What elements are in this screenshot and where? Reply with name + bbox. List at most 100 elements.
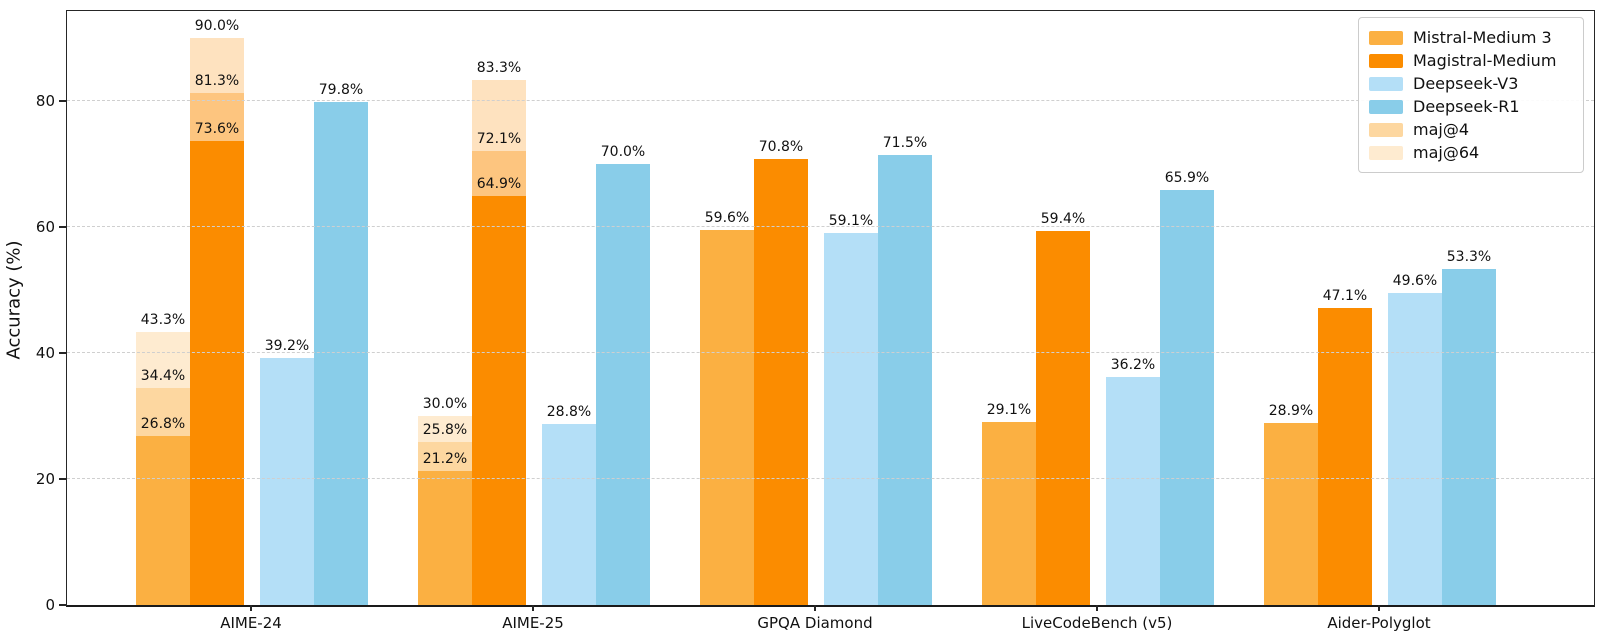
value-label-Deepseek-R1-LiveCodeBench (v5): 65.9% bbox=[1164, 169, 1210, 186]
value-label-Magistral-Medium-AIME-24: 73.6% bbox=[194, 121, 240, 138]
value-label-Mistral-Medium 3-GPQA Diamond: 59.6% bbox=[704, 209, 750, 226]
x-tick-3 bbox=[1096, 605, 1098, 611]
legend-label: Mistral-Medium 3 bbox=[1413, 28, 1552, 47]
y-axis-title: Accuracy (%) bbox=[3, 240, 25, 360]
value-label-Deepseek-R1-Aider-Polyglot: 53.3% bbox=[1446, 249, 1492, 266]
x-tick-label-1: AIME-25 bbox=[502, 614, 564, 632]
bar-Magistral-Medium-Aider-Polyglot bbox=[1318, 308, 1372, 605]
bar-Magistral-Medium-AIME-25 bbox=[472, 196, 526, 605]
bar-maj4-Mistral-Medium 3-AIME-25 bbox=[418, 442, 472, 472]
y-tick-80 bbox=[59, 100, 67, 102]
legend-item-5: maj@64 bbox=[1369, 141, 1573, 164]
legend-label: Magistral-Medium bbox=[1413, 51, 1557, 70]
bar-Mistral-Medium 3-LiveCodeBench (v5) bbox=[982, 421, 1036, 605]
bar-Deepseek-R1-GPQA Diamond bbox=[878, 154, 932, 605]
x-tick-label-3: LiveCodeBench (v5) bbox=[1021, 614, 1173, 632]
gridline-60 bbox=[67, 226, 1594, 227]
bar-Mistral-Medium 3-AIME-24 bbox=[136, 436, 190, 605]
legend-item-3: Deepseek-R1 bbox=[1369, 95, 1573, 118]
bar-maj64-Mistral-Medium 3-AIME-24 bbox=[136, 332, 190, 389]
legend-swatch-icon bbox=[1369, 122, 1403, 137]
legend: Mistral-Medium 3 Magistral-Medium Deepseek… bbox=[1358, 17, 1584, 173]
y-tick-label-60: 60 bbox=[35, 218, 55, 236]
bar-Mistral-Medium 3-AIME-25 bbox=[418, 471, 472, 605]
legend-label: maj@4 bbox=[1413, 120, 1470, 139]
value-label-Deepseek-R1-AIME-24: 79.8% bbox=[318, 82, 364, 99]
gridline-40 bbox=[67, 352, 1594, 353]
bar-Deepseek-R1-AIME-24 bbox=[314, 102, 368, 605]
x-tick-2 bbox=[814, 605, 816, 611]
bar-Deepseek-V3-GPQA Diamond bbox=[824, 232, 878, 605]
gridline-80 bbox=[67, 100, 1594, 101]
value-label-Deepseek-R1-GPQA Diamond: 71.5% bbox=[882, 134, 928, 151]
value-label-maj64-Mistral-Medium 3-AIME-24: 43.3% bbox=[140, 312, 186, 329]
bar-maj64-Mistral-Medium 3-AIME-25 bbox=[418, 416, 472, 443]
bar-Magistral-Medium-GPQA Diamond bbox=[754, 158, 808, 605]
x-tick-1 bbox=[532, 605, 534, 611]
value-label-Magistral-Medium-LiveCodeBench (v5): 59.4% bbox=[1040, 210, 1086, 227]
y-tick-0 bbox=[59, 604, 67, 606]
value-label-Deepseek-V3-Aider-Polyglot: 49.6% bbox=[1392, 272, 1438, 289]
legend-swatch-icon bbox=[1369, 145, 1403, 160]
y-tick-label-80: 80 bbox=[35, 92, 55, 110]
x-tick-label-0: AIME-24 bbox=[220, 614, 282, 632]
legend-swatch-icon bbox=[1369, 99, 1403, 114]
y-tick-label-0: 0 bbox=[45, 596, 55, 614]
gridline-20 bbox=[67, 478, 1594, 479]
bar-maj4-Magistral-Medium-AIME-25 bbox=[472, 150, 526, 197]
legend-label: Deepseek-V3 bbox=[1413, 74, 1519, 93]
legend-label: maj@64 bbox=[1413, 143, 1480, 162]
value-label-Magistral-Medium-GPQA Diamond: 70.8% bbox=[758, 138, 804, 155]
y-tick-label-40: 40 bbox=[35, 344, 55, 362]
bar-Deepseek-V3-AIME-25 bbox=[542, 423, 596, 605]
y-tick-60 bbox=[59, 226, 67, 228]
x-tick-0 bbox=[250, 605, 252, 611]
value-label-maj4-Magistral-Medium-AIME-24: 81.3% bbox=[194, 72, 240, 89]
value-label-Magistral-Medium-AIME-25: 64.9% bbox=[476, 176, 522, 193]
legend-item-2: Deepseek-V3 bbox=[1369, 72, 1573, 95]
legend-swatch-icon bbox=[1369, 53, 1403, 68]
y-tick-20 bbox=[59, 478, 67, 480]
legend-swatch-icon bbox=[1369, 30, 1403, 45]
legend-item-1: Magistral-Medium bbox=[1369, 49, 1573, 72]
value-label-Mistral-Medium 3-AIME-24: 26.8% bbox=[140, 416, 186, 433]
x-tick-label-2: GPQA Diamond bbox=[757, 614, 873, 632]
bar-Deepseek-V3-LiveCodeBench (v5) bbox=[1106, 376, 1160, 605]
value-label-maj4-Mistral-Medium 3-AIME-24: 34.4% bbox=[140, 368, 186, 385]
bar-Deepseek-R1-LiveCodeBench (v5) bbox=[1160, 189, 1214, 605]
value-label-maj64-Magistral-Medium-AIME-24: 90.0% bbox=[194, 18, 240, 34]
bar-Mistral-Medium 3-Aider-Polyglot bbox=[1264, 422, 1318, 605]
value-label-Mistral-Medium 3-LiveCodeBench (v5): 29.1% bbox=[986, 401, 1032, 418]
value-label-maj64-Magistral-Medium-AIME-25: 83.3% bbox=[476, 60, 522, 77]
value-label-Deepseek-R1-AIME-25: 70.0% bbox=[600, 144, 646, 160]
x-tick-label-4: Aider-Polyglot bbox=[1327, 614, 1431, 632]
bar-Mistral-Medium 3-GPQA Diamond bbox=[700, 229, 754, 605]
y-tick-label-20: 20 bbox=[35, 470, 55, 488]
y-tick-40 bbox=[59, 352, 67, 354]
bar-Deepseek-R1-AIME-25 bbox=[596, 164, 650, 605]
bar-Deepseek-V3-AIME-24 bbox=[260, 358, 314, 605]
bar-Magistral-Medium-LiveCodeBench (v5) bbox=[1036, 230, 1090, 605]
value-label-Mistral-Medium 3-Aider-Polyglot: 28.9% bbox=[1268, 402, 1314, 419]
value-label-maj4-Mistral-Medium 3-AIME-25: 25.8% bbox=[422, 422, 468, 439]
bar-maj64-Magistral-Medium-AIME-25 bbox=[472, 80, 526, 151]
bar-Magistral-Medium-AIME-24 bbox=[190, 141, 244, 605]
bar-Deepseek-R1-Aider-Polyglot bbox=[1442, 269, 1496, 605]
bar-Deepseek-V3-Aider-Polyglot bbox=[1388, 292, 1442, 605]
value-label-maj64-Mistral-Medium 3-AIME-25: 30.0% bbox=[422, 396, 468, 412]
legend-swatch-icon bbox=[1369, 76, 1403, 91]
value-label-Deepseek-V3-GPQA Diamond: 59.1% bbox=[828, 212, 874, 229]
bar-maj64-Magistral-Medium-AIME-24 bbox=[190, 38, 244, 93]
value-label-Deepseek-V3-AIME-25: 28.8% bbox=[546, 403, 592, 420]
legend-item-0: Mistral-Medium 3 bbox=[1369, 26, 1573, 49]
value-label-Deepseek-V3-LiveCodeBench (v5): 36.2% bbox=[1110, 356, 1156, 373]
bar-maj4-Mistral-Medium 3-AIME-24 bbox=[136, 388, 190, 437]
plot-area: 0 20 40 60 80 AIME-24 26.8% 34.4% 43.3% 73.6% 81.3… bbox=[36, 10, 1595, 632]
legend-item-4: maj@4 bbox=[1369, 118, 1573, 141]
value-label-Deepseek-V3-AIME-24: 39.2% bbox=[264, 338, 310, 355]
value-label-Magistral-Medium-Aider-Polyglot: 47.1% bbox=[1322, 288, 1368, 305]
value-label-Mistral-Medium 3-AIME-25: 21.2% bbox=[422, 451, 468, 468]
x-tick-4 bbox=[1378, 605, 1380, 611]
legend-label: Deepseek-R1 bbox=[1413, 97, 1520, 116]
